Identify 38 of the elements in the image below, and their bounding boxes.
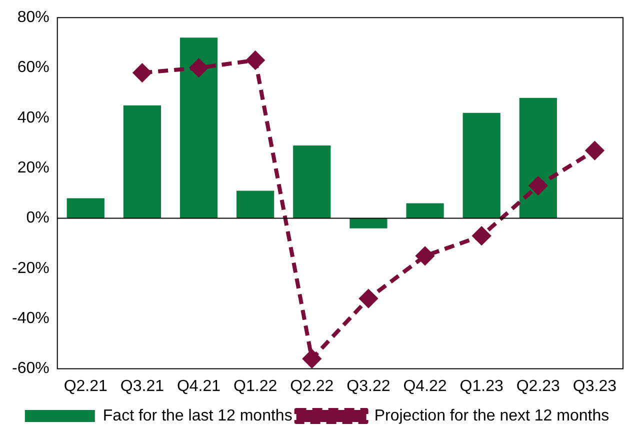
bar (519, 98, 557, 218)
x-tick-label: Q4.22 (403, 378, 447, 395)
point (586, 142, 604, 160)
legend-label: Fact for the last 12 months (102, 407, 292, 424)
y-tick-label: 20% (17, 160, 50, 177)
x-tick-label: Q4.21 (176, 378, 221, 395)
x-tick-label: Q3.22 (346, 378, 390, 395)
x-tick-label: Q1.23 (460, 378, 504, 395)
x-tick-label: Q3.21 (120, 378, 164, 395)
point (472, 226, 491, 245)
point (359, 290, 378, 308)
x-tick-label: Q1.22 (234, 378, 278, 395)
bar (180, 38, 218, 218)
bar (406, 203, 444, 218)
y-tick-label: -20% (12, 260, 50, 277)
y-tick-label: -60% (12, 360, 50, 378)
bar (293, 146, 331, 218)
x-tick-label: Q2.23 (516, 378, 560, 395)
bar (66, 198, 104, 218)
point (416, 246, 434, 265)
y-tick-label: 60% (17, 59, 50, 76)
bar (236, 190, 274, 218)
y-tick-label: 0% (26, 210, 50, 227)
y-tick-label: -40% (12, 310, 50, 328)
bar (462, 112, 500, 218)
x-tick-label: Q3.23 (572, 378, 617, 395)
legend-label: Projection for the next 12 months (374, 407, 610, 424)
bar (350, 218, 388, 228)
y-tick-label: 40% (17, 109, 50, 126)
point (133, 64, 152, 82)
point (246, 51, 264, 70)
bar (123, 105, 162, 218)
y-tick-label: 80% (17, 9, 50, 26)
point (302, 350, 321, 368)
x-tick-label: Q2.21 (64, 378, 108, 395)
point (190, 58, 208, 77)
point (529, 176, 548, 195)
x-tick-label: Q2.22 (290, 378, 334, 395)
